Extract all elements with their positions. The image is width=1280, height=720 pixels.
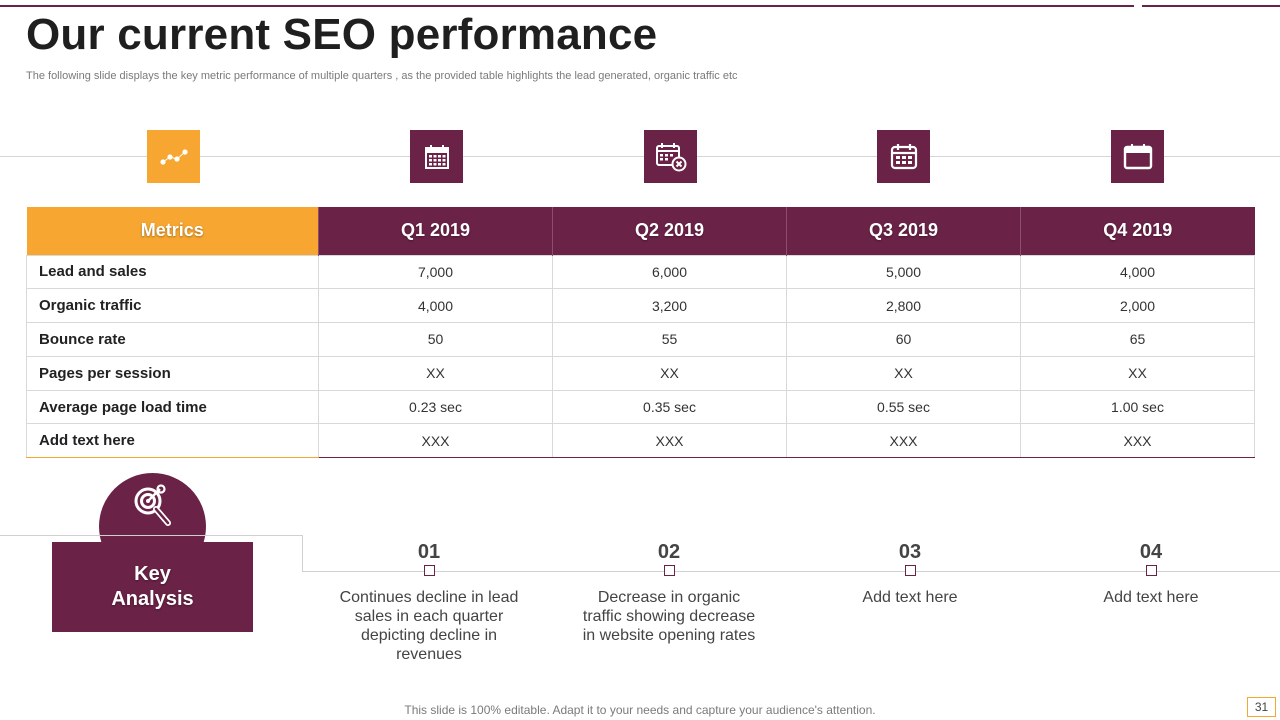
header-q4: Q4 2019 (1020, 207, 1255, 255)
icon-row-divider (0, 156, 1280, 157)
row-label: Pages per session (26, 355, 319, 391)
row-label: Bounce rate (26, 322, 319, 357)
key-analysis-title-line2: Analysis (111, 588, 194, 610)
row-label: Organic traffic (26, 288, 319, 324)
cell-value: 50 (318, 322, 553, 357)
row-label: Lead and sales (26, 254, 319, 290)
analysis-step-02: 02 Decrease in organic traffic showing d… (579, 540, 759, 645)
step-text: Decrease in organic traffic showing decr… (582, 589, 756, 644)
step-number: 04 (1139, 541, 1163, 563)
table-row: Average page load time 0.23 sec 0.35 sec… (26, 389, 1255, 425)
cell-value: XX (786, 355, 1021, 391)
table-header-row: Metrics Q1 2019 Q2 2019 Q3 2019 Q4 2019 (26, 207, 1255, 255)
slide-subtitle: The following slide displays the key met… (26, 70, 738, 82)
cell-value: XX (552, 355, 787, 391)
seo-metrics-table: Metrics Q1 2019 Q2 2019 Q3 2019 Q4 2019 … (26, 207, 1255, 459)
cell-value: XX (1020, 355, 1255, 391)
row-label: Average page load time (26, 389, 319, 425)
key-analysis-divider-step (302, 535, 303, 572)
cell-value: 65 (1020, 322, 1255, 357)
slide-title: Our current SEO performance (26, 10, 658, 59)
cell-value: 5,000 (786, 254, 1021, 290)
step-marker (663, 565, 675, 576)
step-text: Add text here (1103, 589, 1199, 606)
step-number: 01 (417, 541, 441, 563)
cell-value: 0.35 sec (552, 389, 787, 425)
cell-value: XXX (1020, 423, 1255, 459)
cell-value: 0.23 sec (318, 389, 553, 425)
trend-dots-icon (159, 148, 188, 165)
cell-value: 2,000 (1020, 288, 1255, 324)
cell-value: 3,200 (552, 288, 787, 324)
q1-icon-tile (410, 130, 463, 183)
cell-value: 7,000 (318, 254, 553, 290)
cell-value: XXX (552, 423, 787, 459)
metrics-icon-tile (147, 130, 200, 183)
cell-value: XXX (318, 423, 553, 459)
top-rule-right (1142, 5, 1280, 7)
steps-timeline-line (302, 571, 1280, 572)
table-row: Pages per session XX XX XX XX (26, 355, 1255, 391)
table-row: Organic traffic 4,000 3,200 2,800 2,000 (26, 288, 1255, 324)
table-row: Lead and sales 7,000 6,000 5,000 4,000 (26, 254, 1255, 290)
calendar-remove-icon (655, 142, 686, 171)
q2-icon-tile (644, 130, 697, 183)
step-marker (423, 565, 435, 576)
analysis-step-04: 04 Add text here (1061, 540, 1241, 607)
table-row: Add text here XXX XXX XXX XXX (26, 423, 1255, 459)
step-number: 03 (898, 541, 922, 563)
cell-value: 1.00 sec (1020, 389, 1255, 425)
cell-value: 60 (786, 322, 1021, 357)
target-search-icon (134, 484, 171, 526)
step-text: Add text here (862, 589, 958, 606)
row-label: Add text here (26, 423, 319, 459)
header-q2: Q2 2019 (552, 207, 787, 255)
analysis-step-01: 01 Continues decline in lead sales in ea… (339, 540, 519, 664)
step-text: Continues decline in lead sales in each … (339, 589, 519, 663)
cell-value: 0.55 sec (786, 389, 1021, 425)
analysis-step-03: 03 Add text here (820, 540, 1000, 607)
cell-value: XX (318, 355, 553, 391)
calendar-grid-icon (424, 144, 449, 169)
cell-value: 4,000 (1020, 254, 1255, 290)
top-rule (0, 5, 1134, 7)
footer-note: This slide is 100% editable. Adapt it to… (404, 703, 876, 717)
step-number: 02 (657, 541, 681, 563)
cell-value: 2,800 (786, 288, 1021, 324)
cell-value: XXX (786, 423, 1021, 459)
header-q1: Q1 2019 (318, 207, 553, 255)
page-number: 31 (1247, 697, 1276, 717)
cell-value: 6,000 (552, 254, 787, 290)
header-q3: Q3 2019 (786, 207, 1021, 255)
key-analysis-title-line1: Key (134, 563, 171, 585)
table-row: Bounce rate 50 55 60 65 (26, 322, 1255, 357)
cell-value: 4,000 (318, 288, 553, 324)
q3-icon-tile (877, 130, 930, 183)
cell-value: 55 (552, 322, 787, 357)
step-marker (1145, 565, 1157, 576)
key-analysis-divider (0, 535, 302, 536)
key-analysis-title: Key Analysis (52, 542, 253, 632)
step-marker (904, 565, 916, 576)
header-metrics: Metrics (26, 207, 319, 255)
q4-icon-tile (1111, 130, 1164, 183)
calendar-window-icon (1123, 143, 1152, 169)
calendar-icon (890, 143, 917, 169)
